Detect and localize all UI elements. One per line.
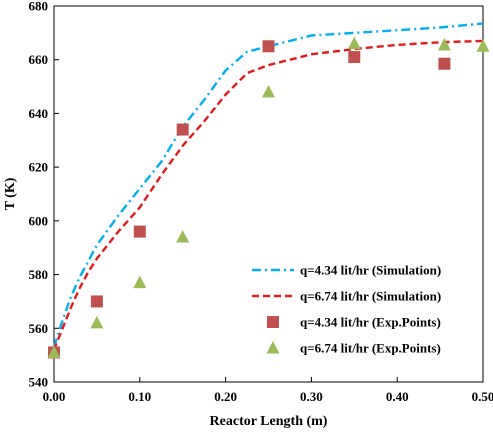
y-tick-label: 620 bbox=[29, 160, 49, 175]
legend-label: q=6.74 lit/hr (Simulation) bbox=[300, 289, 441, 304]
x-tick-label: 0.30 bbox=[300, 389, 323, 404]
y-tick-label: 660 bbox=[29, 52, 49, 67]
data-point bbox=[437, 37, 451, 51]
series-layer bbox=[47, 22, 490, 359]
series-3 bbox=[48, 40, 451, 359]
data-point bbox=[176, 123, 189, 136]
x-tick-label: 0.10 bbox=[128, 389, 151, 404]
data-point bbox=[348, 51, 361, 64]
x-tick-label: 0.00 bbox=[43, 389, 66, 404]
y-tick-label: 600 bbox=[29, 213, 49, 228]
x-tick-label: 0.40 bbox=[386, 389, 409, 404]
axes: 540 560 580 600 620 640 660 680 0.00 0.10 0.20 0.30… bbox=[29, 0, 493, 404]
y-tick-label: 540 bbox=[29, 375, 49, 390]
x-axis-title: Reactor Length (m) bbox=[210, 414, 328, 429]
y-tick-label: 640 bbox=[29, 106, 49, 121]
data-point bbox=[438, 57, 451, 70]
data-point bbox=[90, 315, 104, 329]
data-point bbox=[347, 36, 361, 50]
legend-label: q=6.74 lit/hr (Exp.Points) bbox=[300, 341, 441, 356]
legend-label: q=4.34 lit/hr (Exp.Points) bbox=[300, 315, 441, 330]
data-point bbox=[176, 229, 190, 243]
plot-frame bbox=[53, 5, 484, 383]
data-point bbox=[47, 345, 61, 358]
data-point bbox=[476, 39, 490, 52]
series-4 bbox=[47, 36, 490, 358]
legend: q=4.34 lit/hr (Simulation) q=6.74 lit/hr … bbox=[252, 263, 441, 356]
data-point bbox=[133, 275, 147, 289]
x-tick-label: 0.50 bbox=[472, 389, 493, 404]
series-2 bbox=[52, 39, 484, 351]
y-tick-label: 680 bbox=[29, 0, 49, 14]
data-point bbox=[90, 295, 103, 308]
y-axis-title: T (K) bbox=[3, 177, 18, 210]
x-tick-label: 0.20 bbox=[214, 389, 237, 404]
data-point bbox=[133, 225, 146, 238]
data-point bbox=[262, 84, 275, 98]
data-point bbox=[262, 40, 275, 53]
y-tick-label: 580 bbox=[29, 267, 49, 282]
y-tick-label: 560 bbox=[29, 321, 49, 336]
legend-swatch bbox=[266, 341, 280, 354]
series-line bbox=[52, 39, 484, 351]
legend-swatch bbox=[267, 316, 279, 328]
legend-label: q=4.34 lit/hr (Simulation) bbox=[300, 263, 441, 278]
